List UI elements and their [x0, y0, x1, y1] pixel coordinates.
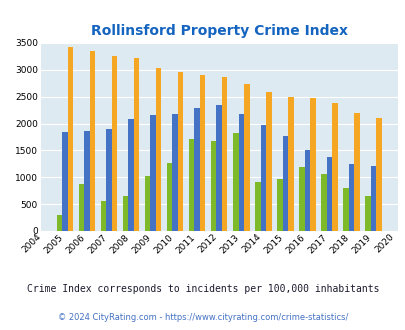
Bar	[265, 92, 271, 231]
Bar	[166, 163, 172, 231]
Bar	[57, 215, 62, 231]
Bar	[128, 119, 134, 231]
Bar	[222, 77, 227, 231]
Bar	[90, 51, 95, 231]
Bar	[254, 182, 260, 231]
Bar	[177, 72, 183, 231]
Bar	[123, 196, 128, 231]
Bar	[364, 196, 370, 231]
Bar	[106, 129, 112, 231]
Bar	[353, 113, 359, 231]
Bar	[375, 117, 381, 231]
Bar	[134, 58, 139, 231]
Bar	[156, 68, 161, 231]
Bar	[62, 132, 68, 231]
Text: © 2024 CityRating.com - https://www.cityrating.com/crime-statistics/: © 2024 CityRating.com - https://www.city…	[58, 313, 347, 322]
Bar	[309, 98, 315, 231]
Bar	[331, 103, 337, 231]
Bar	[188, 139, 194, 231]
Bar	[100, 201, 106, 231]
Bar	[342, 188, 348, 231]
Bar	[238, 114, 243, 231]
Bar	[282, 136, 287, 231]
Bar	[243, 84, 249, 231]
Bar	[172, 114, 177, 231]
Title: Rollinsford Property Crime Index: Rollinsford Property Crime Index	[90, 23, 347, 38]
Bar	[145, 176, 150, 231]
Bar	[260, 125, 265, 231]
Bar	[298, 167, 304, 231]
Bar	[79, 184, 84, 231]
Bar	[370, 166, 375, 231]
Text: Crime Index corresponds to incidents per 100,000 inhabitants: Crime Index corresponds to incidents per…	[27, 284, 378, 294]
Bar	[304, 150, 309, 231]
Bar	[216, 105, 222, 231]
Bar	[348, 164, 353, 231]
Bar	[200, 75, 205, 231]
Bar	[320, 174, 326, 231]
Bar	[232, 133, 238, 231]
Bar	[276, 180, 282, 231]
Bar	[326, 157, 331, 231]
Bar	[84, 131, 90, 231]
Bar	[287, 97, 293, 231]
Bar	[112, 56, 117, 231]
Bar	[194, 109, 200, 231]
Bar	[68, 47, 73, 231]
Bar	[150, 115, 156, 231]
Bar	[211, 141, 216, 231]
